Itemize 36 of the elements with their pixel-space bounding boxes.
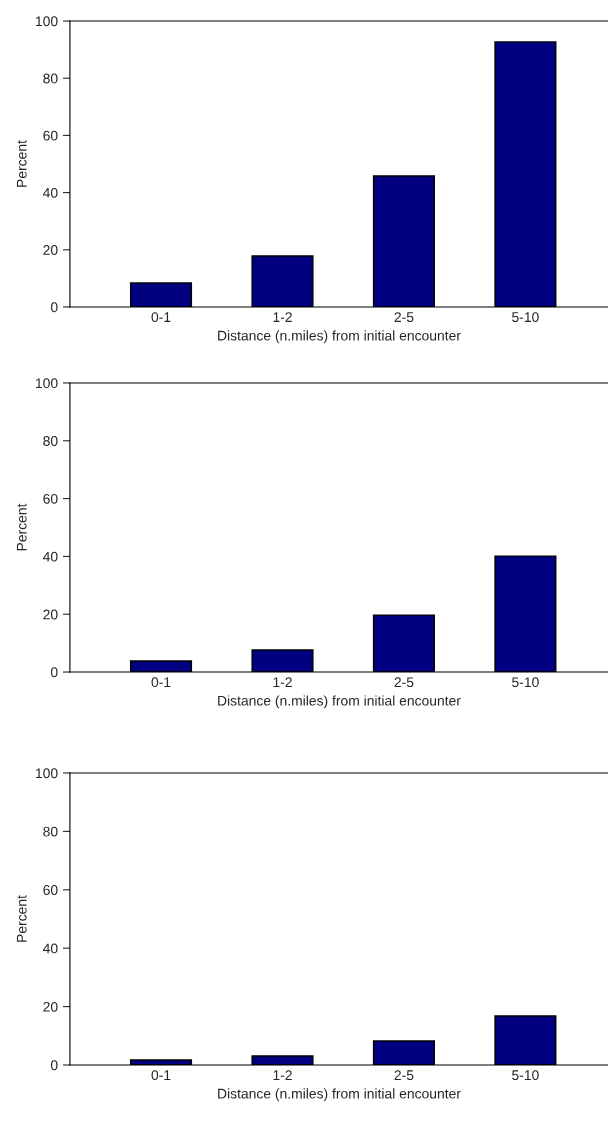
x-axis-title: Distance (n.miles) from initial encounter — [218, 1088, 461, 1102]
x-tick-label: 5-10 — [512, 1070, 539, 1081]
x-tick-label: 2-5 — [394, 677, 414, 688]
y-tick-label: 40 — [42, 187, 58, 198]
y-tick-label: 80 — [43, 73, 58, 84]
x-tick-label: 0-1 — [151, 1070, 171, 1081]
x-axis-title: Distance (n.miles) from initial encounter — [218, 695, 461, 709]
x-tick-label: 2-5 — [394, 312, 414, 323]
y-tick-label: 100 — [36, 16, 58, 27]
x-tick-label: 0-1 — [151, 312, 171, 323]
x-tick-label: 1-2 — [273, 677, 292, 687]
y-tick-label: 40 — [42, 943, 58, 954]
y-tick-label: 100 — [36, 378, 58, 389]
y-axis-title: Percent — [16, 503, 27, 551]
y-tick-label: 20 — [43, 245, 58, 255]
y-tick-label: 60 — [43, 493, 58, 504]
x-tick-label: 5-10 — [512, 312, 539, 323]
y-tick-label: 20 — [43, 1001, 58, 1012]
y-tick-label: 0 — [50, 1060, 58, 1071]
y-tick-label: 60 — [43, 885, 58, 895]
y-tick-label: 0 — [50, 667, 58, 678]
y-tick-label: 80 — [43, 826, 58, 837]
y-tick-label: 20 — [43, 609, 58, 620]
y-tick-label: 100 — [36, 768, 58, 779]
y-tick-label: 40 — [42, 551, 58, 562]
x-tick-label: 5-10 — [512, 677, 539, 688]
x-tick-label: 1-2 — [273, 312, 292, 322]
x-tick-label: 1-2 — [273, 1070, 292, 1080]
y-tick-label: 0 — [50, 302, 58, 313]
y-tick-label: 60 — [43, 130, 58, 141]
x-axis-title: Distance (n.miles) from initial encounter — [218, 330, 461, 344]
y-tick-label: 80 — [43, 436, 58, 446]
y-axis-title: Percent — [16, 895, 27, 942]
x-tick-label: 2-5 — [394, 1070, 414, 1081]
x-tick-label: 0-1 — [151, 677, 171, 688]
y-axis-title: Percent — [16, 140, 27, 187]
